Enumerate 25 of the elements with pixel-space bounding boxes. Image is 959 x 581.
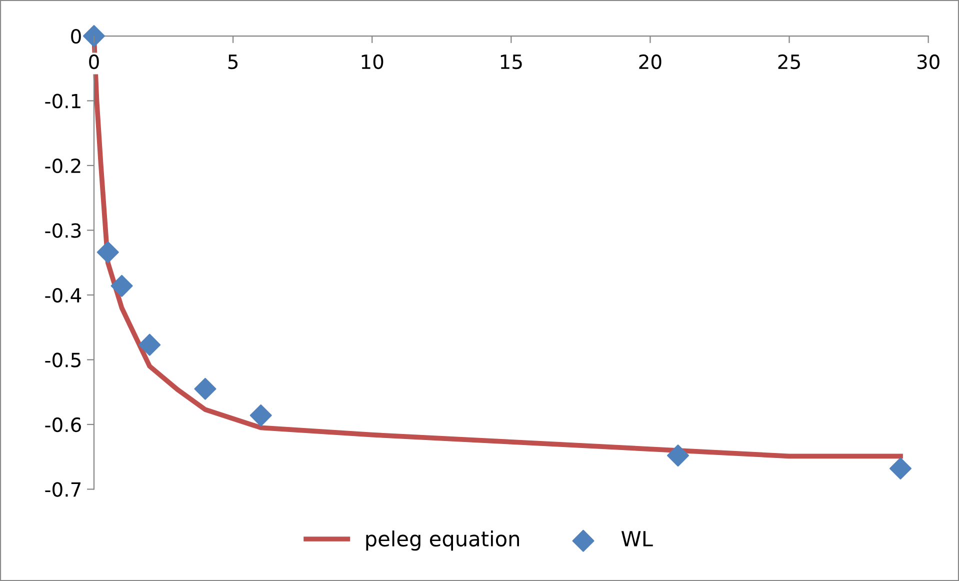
legend-label: WL [621, 531, 653, 546]
y-tick-label: 0 [71, 28, 81, 44]
y-tick-label: -0.6 [45, 417, 81, 432]
point [667, 444, 690, 467]
y-tick-label: -0.5 [45, 352, 80, 368]
point [138, 334, 161, 356]
point [194, 378, 216, 400]
x-tick-label: 15 [500, 54, 522, 70]
y-tick-label: -0.4 [45, 288, 82, 303]
x-tick-label: 0 [89, 54, 99, 70]
y-tick-label: -0.3 [45, 223, 81, 238]
x-tick-label: 5 [228, 54, 238, 70]
point [82, 25, 105, 48]
point [890, 457, 912, 480]
point [110, 274, 133, 297]
y-tick-label: -0.7 [45, 482, 81, 497]
y-tick-label: -0.2 [45, 158, 80, 174]
legend-label: peleg equation [366, 530, 519, 551]
point [96, 241, 119, 264]
x-tick-label: 10 [362, 54, 384, 70]
x-tick-label: 25 [778, 54, 800, 70]
point [250, 404, 272, 426]
x-tick-label: 30 [917, 54, 940, 70]
y-tick-label: -0.1 [45, 94, 80, 108]
x-tick-label: 20 [639, 54, 662, 70]
